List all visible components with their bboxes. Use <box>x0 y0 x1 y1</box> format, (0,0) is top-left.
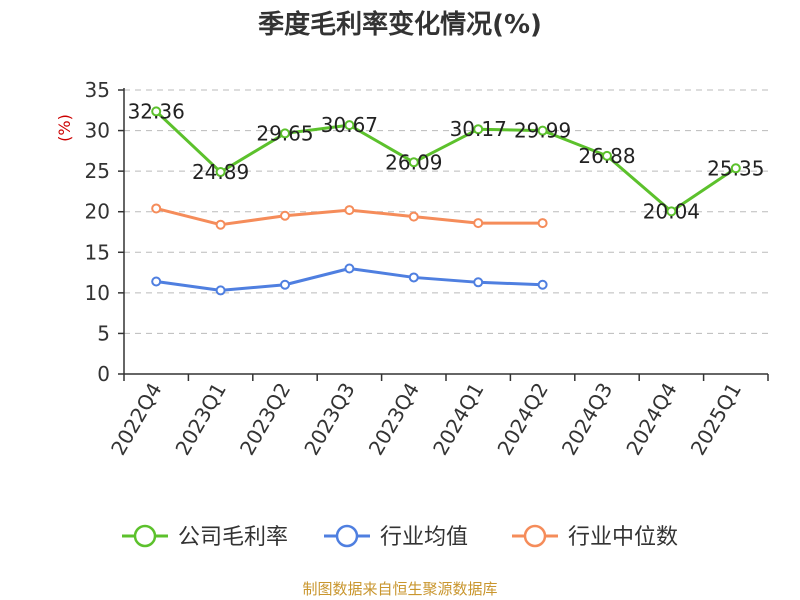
data-point <box>151 276 162 287</box>
data-label: 30.67 <box>321 113 378 137</box>
data-point <box>151 203 162 214</box>
x-tick-label: 2024Q2 <box>492 379 552 460</box>
data-point <box>537 218 548 229</box>
data-label: 26.88 <box>578 144 635 168</box>
y-tick-label: 35 <box>85 78 110 102</box>
y-axis-label: (%) <box>55 114 74 142</box>
data-point <box>280 128 290 139</box>
y-tick-label: 20 <box>85 200 110 224</box>
data-point <box>537 125 548 136</box>
x-tick-label: 2024Q4 <box>621 379 681 460</box>
data-point <box>473 277 484 288</box>
data-point <box>602 150 612 161</box>
data-source-note: 制图数据来自恒生聚源数据库 <box>302 580 498 598</box>
data-point <box>408 272 419 283</box>
data-point <box>537 279 548 290</box>
y-tick-label: 15 <box>85 240 110 264</box>
y-tick-label: 5 <box>97 321 110 345</box>
data-label: 24.89 <box>192 160 249 184</box>
grid-lines <box>124 89 768 334</box>
data-point <box>408 211 419 222</box>
data-point <box>280 279 290 290</box>
y-tick-label: 30 <box>85 119 110 143</box>
x-tick-label: 2023Q4 <box>364 379 424 460</box>
x-tick-label: 2023Q1 <box>170 379 230 460</box>
legend-label: 行业中位数 <box>568 525 678 550</box>
chart-title: 季度毛利率变化情况(%) <box>258 10 542 40</box>
y-tick-label: 10 <box>85 281 110 305</box>
data-point <box>666 206 677 217</box>
data-labels: 32.36 24.89 29.65 30.67 26.09 30.17 29.99 26.88… <box>128 99 765 223</box>
x-tick-label: 2022Q4 <box>106 379 166 460</box>
legend-swatch-marker <box>523 524 547 548</box>
data-point <box>344 205 355 216</box>
legend-label: 公司毛利率 <box>178 525 288 550</box>
y-tick-label: 25 <box>85 159 110 183</box>
x-tick-label: 2023Q3 <box>299 379 359 460</box>
data-point <box>344 120 355 131</box>
data-point <box>408 157 419 168</box>
data-point <box>280 210 290 221</box>
x-tick-label: 2025Q1 <box>686 379 746 460</box>
data-label: 29.99 <box>514 119 571 143</box>
x-tick-label: 2023Q2 <box>235 379 295 460</box>
legend-swatch-marker <box>133 524 157 548</box>
data-label: 29.65 <box>256 121 313 145</box>
data-label: 20.04 <box>643 199 700 223</box>
data-point <box>215 167 226 178</box>
x-tick-label: 2024Q1 <box>428 379 488 460</box>
data-label: 32.36 <box>128 99 185 123</box>
data-point <box>473 218 484 229</box>
series-line-1 <box>155 110 737 213</box>
data-point <box>215 219 226 230</box>
y-tick-label: 0 <box>97 362 110 386</box>
data-label: 25.35 <box>707 156 764 180</box>
data-label: 26.09 <box>385 150 442 174</box>
data-point <box>473 124 484 135</box>
data-point <box>215 285 226 296</box>
data-point <box>344 263 355 274</box>
legend-swatch-marker <box>335 524 359 548</box>
data-label: 30.17 <box>450 117 507 141</box>
data-point <box>151 106 162 117</box>
data-point <box>730 163 741 174</box>
legend-label: 行业均值 <box>380 525 468 550</box>
x-tick-label: 2024Q3 <box>557 379 617 460</box>
series-points <box>151 106 741 296</box>
legend: 公司毛利率 行业均值 行业中位数 <box>122 524 678 550</box>
